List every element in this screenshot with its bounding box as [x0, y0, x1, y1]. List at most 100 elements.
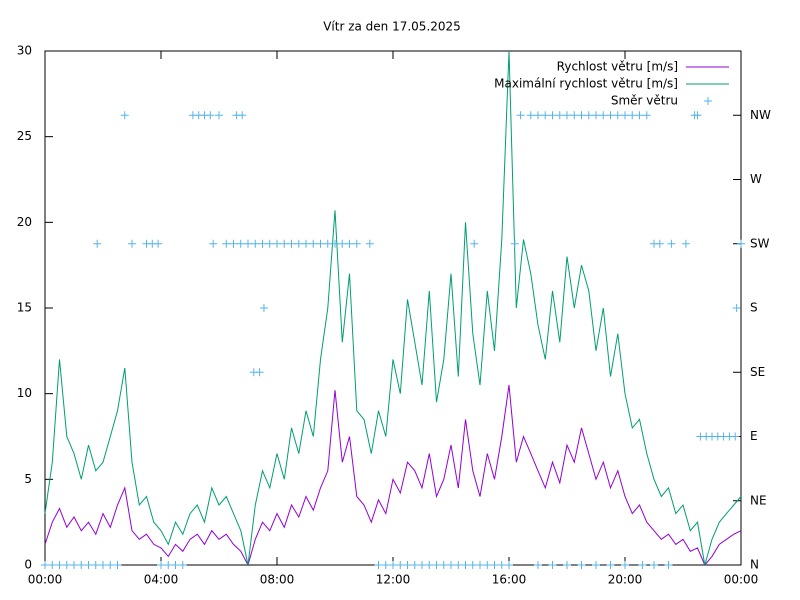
point [516, 111, 525, 120]
point [154, 239, 163, 248]
point [570, 111, 579, 120]
y-tick-label: 10 [17, 386, 32, 400]
point [280, 239, 289, 248]
point [41, 561, 49, 569]
point [84, 561, 93, 569]
x-tick-label: 08:00 [260, 573, 295, 587]
point [273, 239, 281, 248]
point [606, 111, 615, 120]
point [628, 111, 637, 120]
point [374, 561, 383, 569]
point [439, 561, 448, 569]
point [599, 111, 608, 120]
y-tick-label: 0 [24, 558, 32, 572]
y2-tick-label: S [750, 301, 758, 315]
point [294, 239, 303, 248]
x-tick-label: 16:00 [492, 573, 527, 587]
point [403, 561, 412, 569]
point [171, 561, 180, 569]
point [206, 111, 215, 120]
point [447, 561, 455, 569]
point [483, 561, 492, 569]
y2-tick-label: SE [750, 365, 765, 379]
point [238, 111, 247, 120]
point [410, 561, 419, 569]
x-tick-label: 00:00 [724, 573, 759, 587]
x-tick-label: 00:00 [28, 573, 63, 587]
point [577, 111, 586, 120]
point [613, 111, 622, 120]
point [255, 368, 264, 377]
point [302, 239, 310, 248]
legend-label: Rychlost větru [m/s] [557, 60, 678, 74]
point [345, 239, 354, 248]
point [259, 304, 268, 312]
point [732, 304, 741, 312]
point [70, 561, 78, 569]
point [555, 111, 564, 120]
point [548, 561, 557, 569]
point [667, 239, 676, 248]
chart-title: Vítr za den 17.05.2025 [323, 20, 461, 34]
point [323, 239, 332, 248]
y-tick-label: 15 [17, 301, 32, 315]
point [534, 561, 542, 569]
line-series [44, 50, 742, 566]
point [490, 561, 499, 569]
x-tick-label: 04:00 [144, 573, 179, 587]
point [592, 111, 600, 120]
point [113, 561, 122, 569]
point [164, 561, 173, 569]
point [62, 561, 71, 569]
y-tick-label: 20 [17, 215, 32, 229]
point [470, 239, 479, 248]
legend-label: Maximální rychlost větru [m/s] [494, 77, 678, 91]
point [309, 239, 318, 248]
point [287, 239, 296, 248]
point [655, 239, 664, 248]
point [99, 561, 107, 569]
point [209, 239, 218, 248]
point [91, 561, 100, 569]
point [526, 111, 535, 120]
point [418, 561, 426, 569]
point [497, 561, 506, 569]
point [461, 561, 470, 569]
point [621, 111, 629, 120]
point [468, 561, 477, 569]
point [693, 111, 702, 120]
point [454, 561, 463, 569]
point [316, 239, 325, 248]
point [681, 239, 690, 248]
point [229, 239, 238, 248]
line-series [44, 385, 742, 567]
point [77, 561, 86, 569]
point [365, 239, 374, 248]
point [664, 561, 673, 569]
point [621, 561, 629, 569]
point [338, 239, 347, 248]
point [93, 239, 102, 248]
point [106, 561, 115, 569]
point [476, 561, 484, 569]
point [505, 561, 513, 569]
y2-tick-label: N [750, 558, 759, 572]
point [592, 561, 600, 569]
point [642, 111, 651, 120]
point [606, 561, 615, 569]
point [534, 111, 542, 120]
point [425, 561, 434, 569]
y2-tick-label: W [750, 172, 762, 186]
point [48, 561, 57, 569]
point [222, 239, 231, 248]
point [510, 239, 519, 248]
point [178, 561, 187, 569]
point [563, 561, 571, 569]
point [731, 432, 740, 441]
point [635, 111, 644, 120]
point [584, 111, 593, 120]
point [236, 239, 245, 248]
legend-marker [704, 97, 712, 105]
point [389, 561, 397, 569]
